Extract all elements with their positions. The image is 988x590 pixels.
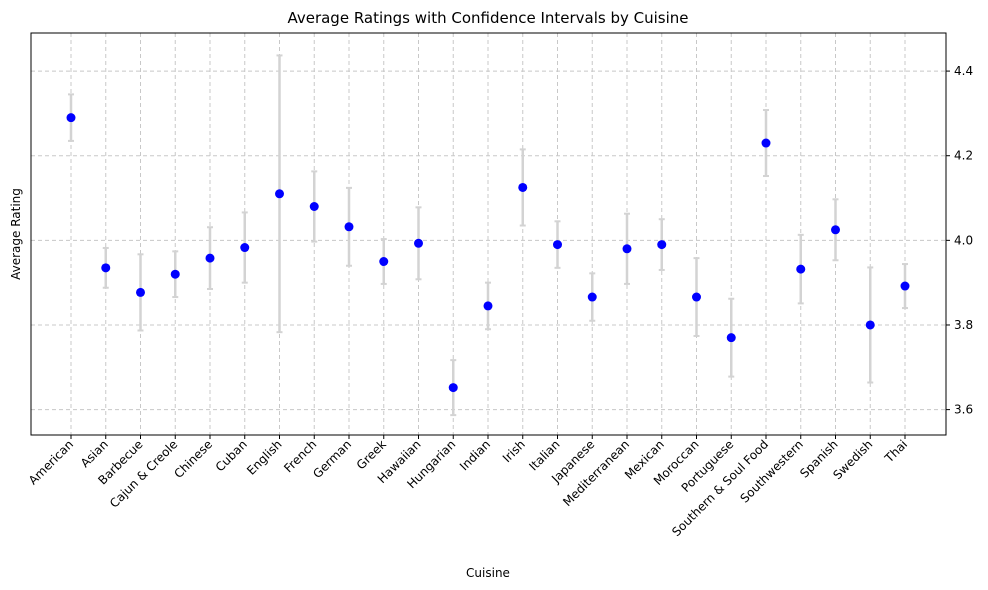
x-tick-label: Chinese — [171, 437, 215, 481]
x-tick-label: German — [310, 437, 354, 481]
chart-title: Average Ratings with Confidence Interval… — [287, 9, 688, 27]
data-point — [205, 253, 215, 263]
data-point — [379, 257, 389, 267]
y-tick-label: 4.4 — [954, 64, 973, 78]
grid — [31, 33, 946, 435]
data-point — [657, 240, 667, 250]
data-point — [518, 182, 528, 192]
data-point — [66, 113, 76, 123]
data-point — [900, 281, 910, 291]
data-point — [831, 225, 840, 235]
data-point — [587, 292, 597, 302]
data-point — [240, 243, 250, 253]
data-point — [136, 287, 145, 297]
data-point — [692, 292, 701, 302]
data-points — [66, 113, 910, 393]
data-point — [865, 320, 875, 330]
data-point — [309, 201, 319, 211]
plot-frame — [30, 32, 947, 436]
data-point — [483, 301, 493, 311]
data-point — [275, 189, 284, 199]
y-axis-ticks: 3.6 3.8 4.0 4.2 4.4 — [946, 64, 973, 417]
y-axis-label: Average Rating — [9, 188, 23, 280]
x-tick-label: Thai — [881, 437, 910, 466]
data-point — [553, 240, 562, 250]
data-point — [101, 263, 111, 273]
data-point — [622, 244, 632, 254]
x-tick-label: Southwestern — [737, 437, 805, 505]
x-tick-label: Indian — [457, 437, 493, 473]
x-tick-label: American — [26, 437, 76, 487]
data-point — [726, 333, 736, 343]
y-tick-label: 4.0 — [954, 233, 973, 247]
x-tick-label: Asian — [78, 437, 111, 470]
x-tick-label: English — [244, 437, 285, 478]
x-tick-label: Irish — [500, 437, 528, 465]
x-axis-label: Cuisine — [466, 566, 510, 580]
data-point — [170, 269, 180, 279]
data-point — [761, 138, 771, 148]
y-tick-label: 4.2 — [954, 149, 973, 163]
data-point — [796, 264, 806, 274]
data-point — [344, 222, 354, 232]
y-tick-label: 3.8 — [954, 318, 973, 332]
data-point — [448, 383, 458, 393]
y-tick-label: 3.6 — [954, 403, 973, 417]
data-point — [414, 238, 423, 248]
error-bars — [68, 54, 908, 417]
